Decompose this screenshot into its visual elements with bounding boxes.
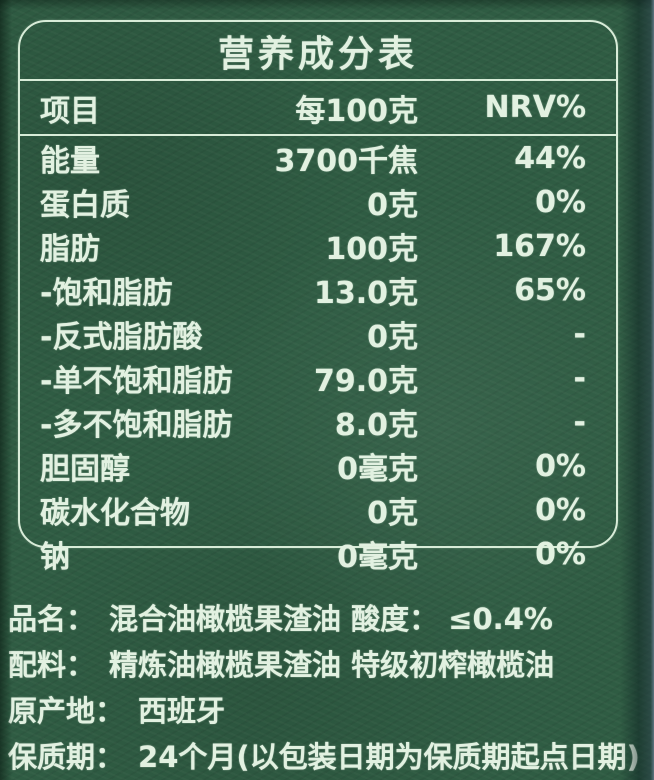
column-header-per100g: 每100克 (295, 93, 418, 129)
product-info-block: 品名： 混合油橄榄果渣油 酸度： ≤0.4% 配料： 精炼油橄榄果渣油 特级初榨… (8, 594, 648, 778)
column-header-nrv: NRV% (484, 90, 586, 125)
row-nrv: 167% (493, 228, 586, 264)
table-row-monounsaturated-fat: -单不饱和脂肪 79.0克 - (20, 356, 616, 400)
row-item-label: 能量 (40, 144, 100, 179)
info-label: 保质期： (8, 740, 125, 774)
row-value: 13.0克 (313, 276, 418, 311)
row-value: 79.0克 (313, 364, 418, 399)
column-header-item: 项目 (40, 93, 100, 129)
row-nrv: - (573, 316, 586, 352)
table-row-protein: 蛋白质 0克 0% (20, 180, 616, 224)
table-row-carbohydrate: 碳水化合物 0克 0% (20, 488, 616, 532)
row-item-label: 脂肪 (40, 232, 100, 267)
table-header-row: 项目 每100克 NRV% (20, 81, 616, 136)
info-line-origin: 原产地： 西班牙 (8, 686, 648, 732)
table-row-saturated-fat: -饱和脂肪 13.0克 65% (20, 268, 616, 312)
row-nrv: 0% (535, 448, 586, 484)
row-value: 100克 (325, 232, 418, 267)
row-value: 0毫克 (337, 540, 418, 575)
row-value: 0克 (367, 320, 418, 355)
row-item-label: -饱和脂肪 (40, 276, 173, 311)
row-item-label: -反式脂肪酸 (40, 320, 203, 355)
row-nrv: 0% (535, 492, 586, 528)
row-nrv: - (573, 404, 586, 440)
row-value: 3700千焦 (274, 144, 419, 179)
info-line-ingredients: 配料： 精炼油橄榄果渣油 特级初榨橄榄油 (8, 640, 648, 686)
row-nrv: 0% (535, 536, 586, 572)
table-row-fat: 脂肪 100克 167% (20, 224, 616, 268)
row-item-label: -单不饱和脂肪 (40, 364, 233, 399)
info-line-product-name: 品名： 混合油橄榄果渣油 酸度： ≤0.4% (8, 594, 648, 640)
table-row-polyunsaturated-fat: -多不饱和脂肪 8.0克 - (20, 400, 616, 444)
photo-edge-shading-top (0, 0, 654, 10)
row-item-label: -多不饱和脂肪 (40, 408, 233, 443)
row-item-label: 碳水化合物 (40, 496, 190, 531)
row-item-label: 胆固醇 (40, 452, 130, 487)
row-value: 8.0克 (334, 408, 418, 443)
info-label: 品名： (8, 602, 96, 636)
info-line-shelf-life: 保质期： 24个月(以包装日期为保质期起点日期) (8, 732, 648, 778)
table-body: 能量 3700千焦 44% 蛋白质 0克 0% 脂肪 100克 167% -饱和… (20, 136, 616, 580)
info-value: 西班牙 (138, 694, 226, 728)
info-value: 混合油橄榄果渣油 酸度： ≤0.4% (109, 602, 553, 636)
row-item-label: 钠 (40, 540, 70, 575)
row-nrv: 65% (514, 272, 586, 308)
row-nrv: 44% (514, 140, 586, 176)
row-value: 0克 (367, 188, 418, 223)
row-item-label: 蛋白质 (40, 188, 130, 223)
table-title: 营养成分表 (20, 22, 616, 81)
row-value: 0克 (367, 496, 418, 531)
table-row-cholesterol: 胆固醇 0毫克 0% (20, 444, 616, 488)
row-value: 0毫克 (337, 452, 418, 487)
info-label: 配料： (8, 648, 96, 682)
info-value: 24个月(以包装日期为保质期起点日期) (138, 740, 640, 774)
info-value: 精炼油橄榄果渣油 特级初榨橄榄油 (109, 648, 555, 682)
row-nrv: - (573, 360, 586, 396)
row-nrv: 0% (535, 184, 586, 220)
table-row-trans-fat: -反式脂肪酸 0克 - (20, 312, 616, 356)
info-label: 原产地： (8, 694, 125, 728)
table-row-energy: 能量 3700千焦 44% (20, 136, 616, 180)
table-row-sodium: 钠 0毫克 0% (20, 532, 616, 576)
nutrition-table: 营养成分表 项目 每100克 NRV% 能量 3700千焦 44% 蛋白质 0克… (18, 20, 618, 575)
